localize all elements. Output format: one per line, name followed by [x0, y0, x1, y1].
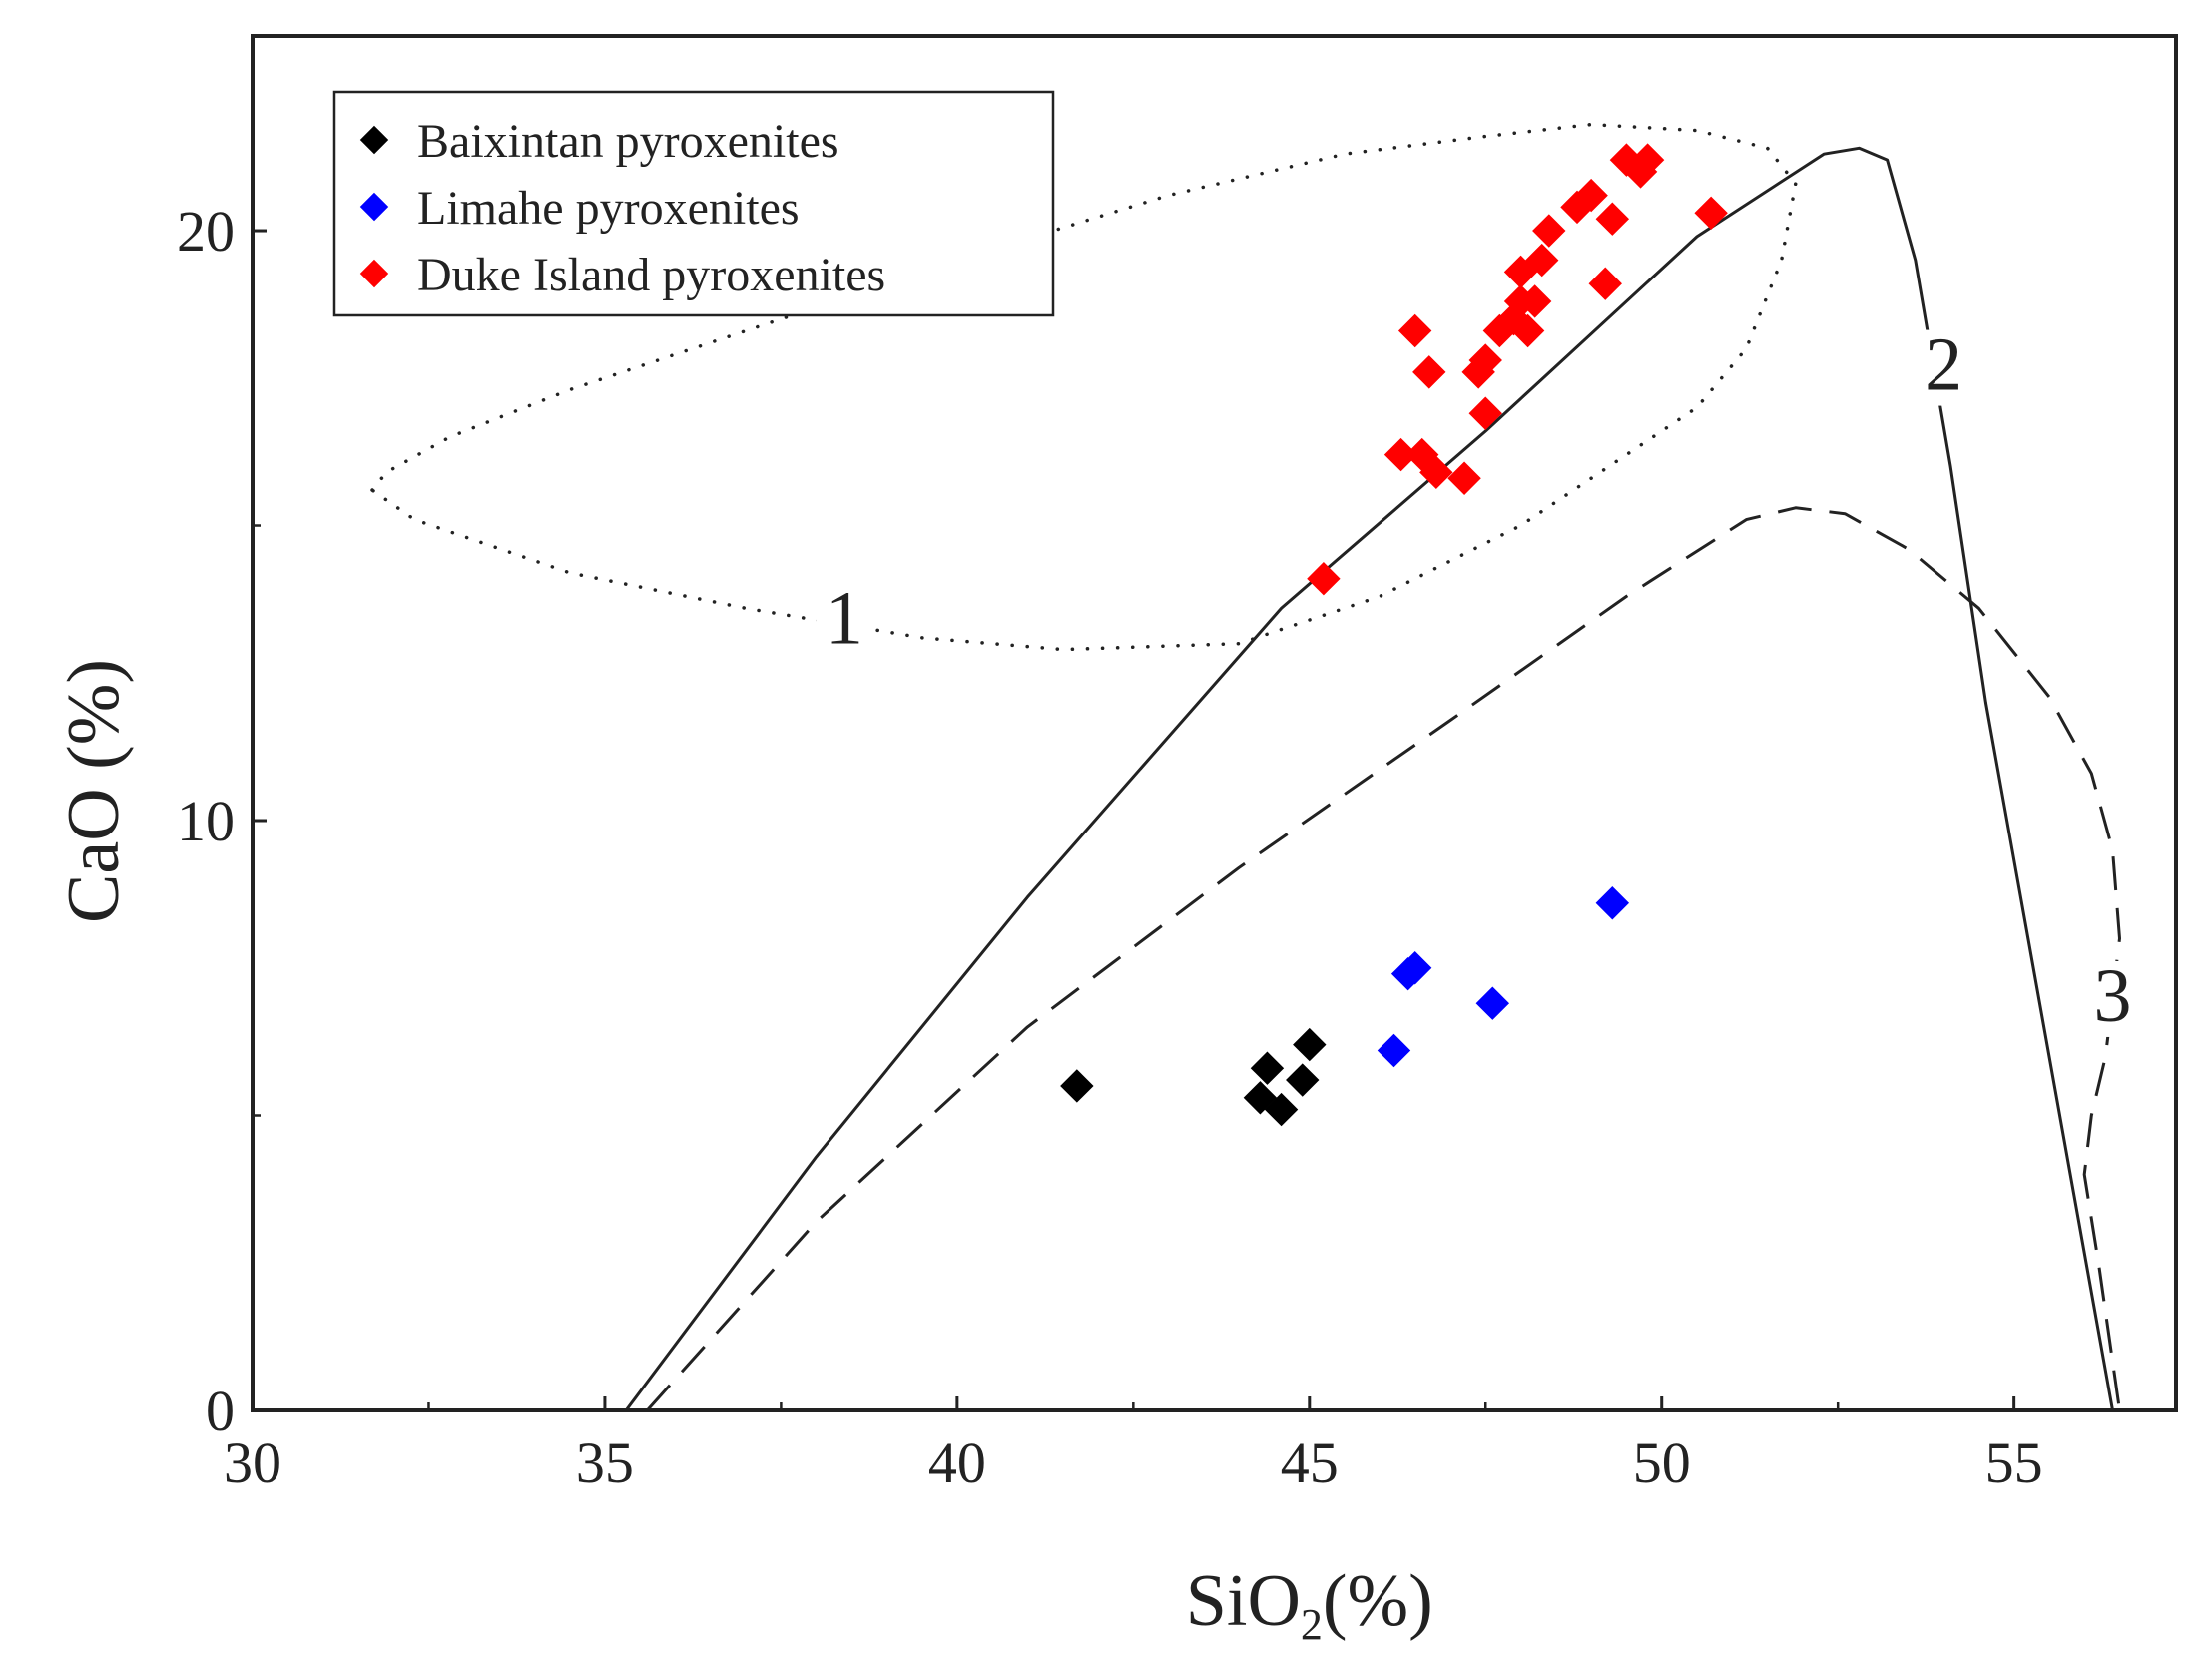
data-point-series-1	[1595, 886, 1630, 920]
data-point-series-2	[1517, 284, 1552, 318]
legend-box	[332, 90, 1055, 317]
data-point-series-2	[1419, 455, 1453, 490]
x-tick-label: 40	[928, 1430, 986, 1495]
legend-marker-1	[359, 192, 389, 222]
data-point-series-0	[1286, 1063, 1320, 1097]
x-tick-label: 30	[224, 1430, 281, 1495]
boundary-field-3	[646, 506, 2121, 1412]
legend-label-2: Duke Island pyroxenites	[417, 249, 885, 301]
points-layer	[1060, 143, 1728, 1127]
legend-label-1: Limahe pyroxenites	[417, 182, 800, 235]
boundary-label-2: 2	[1925, 323, 1962, 407]
legend-label-0: Baixintan pyroxenites	[417, 115, 839, 168]
x-axis-title-subscript: 2	[1301, 1600, 1323, 1649]
data-point-series-0	[1243, 1081, 1278, 1115]
data-point-series-2	[1588, 267, 1622, 300]
data-point-series-0	[1060, 1069, 1094, 1103]
data-point-series-2	[1468, 343, 1502, 377]
data-point-series-2	[1510, 313, 1545, 348]
boundary-field-2	[624, 146, 2114, 1412]
legend: Baixintan pyroxenites Limahe pyroxenites D…	[332, 90, 1055, 317]
y-tick-label: 10	[177, 789, 235, 853]
boundary-label-1: 1	[826, 577, 863, 661]
boundary-label-mask	[816, 583, 872, 660]
ticks-layer: 30 35 40 45 50 55 0 10 20	[177, 199, 2043, 1495]
data-point-series-2	[1447, 461, 1481, 495]
plot-frame	[251, 34, 2178, 1412]
boundary-label-mask	[2084, 960, 2141, 1037]
x-axis-title-unit: (%)	[1323, 1560, 1433, 1642]
x-tick-label: 50	[1633, 1430, 1691, 1495]
data-point-series-2	[1412, 355, 1446, 389]
data-point-series-2	[1574, 178, 1608, 213]
data-point-series-1	[1397, 951, 1432, 985]
data-point-series-0	[1264, 1092, 1299, 1127]
x-tick-label: 55	[1985, 1430, 2043, 1495]
data-point-series-0	[1293, 1027, 1327, 1062]
data-point-series-2	[1694, 196, 1728, 231]
x-axis-title: SiO2(%)	[1186, 1560, 1433, 1649]
x-axis-title-main: SiO	[1186, 1560, 1301, 1642]
y-tick-label: 20	[177, 199, 235, 264]
data-point-series-2	[1468, 396, 1502, 430]
data-point-series-2	[1503, 255, 1538, 289]
axes-layer	[251, 34, 2178, 1412]
data-point-series-1	[1475, 986, 1510, 1020]
labels-layer: SiO2(%) CaO (%)	[53, 659, 1433, 1649]
data-point-series-0	[1250, 1051, 1285, 1085]
data-point-series-2	[1307, 562, 1341, 596]
data-point-series-1	[1377, 1033, 1411, 1068]
y-axis-title: CaO (%)	[53, 659, 135, 923]
boundaries-layer: 1 2 3	[370, 122, 2141, 1412]
data-point-series-2	[1525, 243, 1559, 278]
x-tick-label: 45	[1281, 1430, 1339, 1495]
data-point-series-2	[1532, 214, 1566, 248]
y-tick-label: 0	[206, 1379, 235, 1443]
boundary-label-mask	[1916, 329, 1972, 406]
legend-marker-0	[359, 125, 389, 155]
data-point-series-2	[1630, 143, 1665, 177]
boundary-label-3: 3	[2093, 954, 2131, 1038]
data-point-series-2	[1595, 202, 1630, 236]
x-tick-label: 35	[576, 1430, 634, 1495]
legend-marker-2	[359, 259, 389, 288]
data-point-series-2	[1397, 313, 1432, 348]
